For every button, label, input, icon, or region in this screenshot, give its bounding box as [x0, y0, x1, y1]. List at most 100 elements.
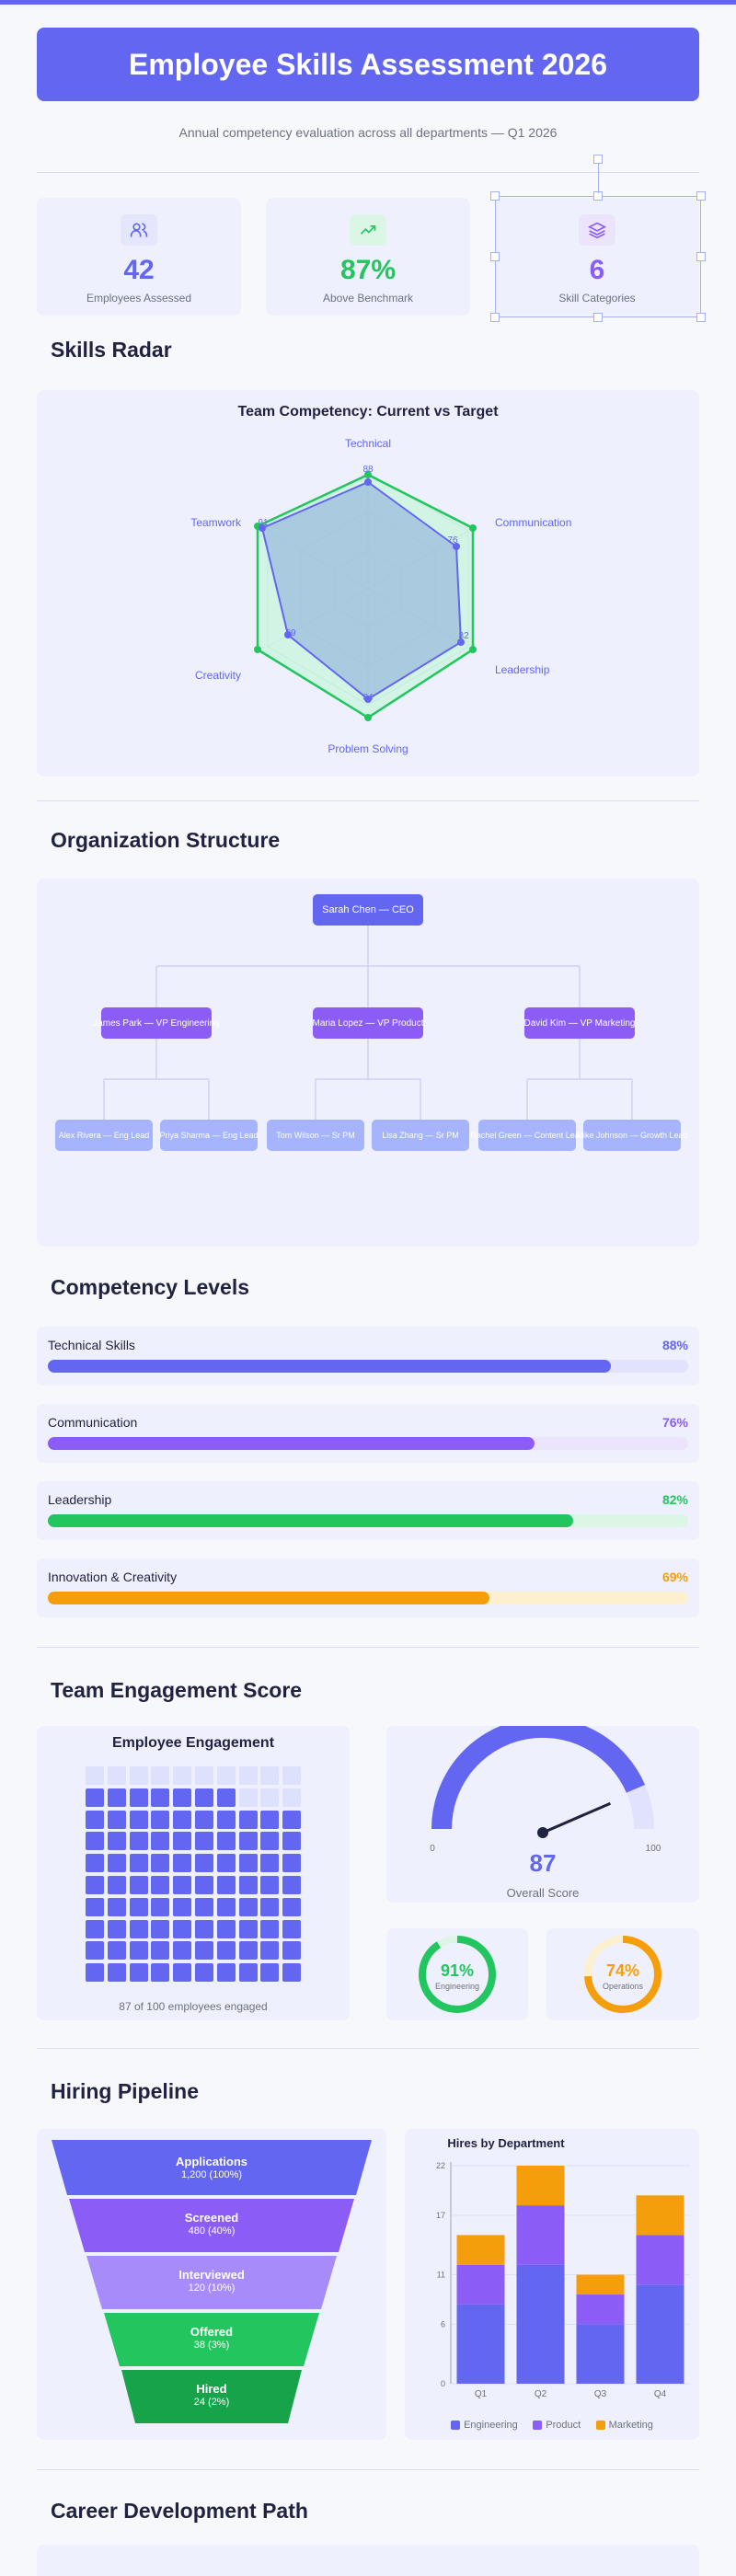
- section-title-hiring: Hiring Pipeline: [51, 2079, 200, 2103]
- waffle-cell: [173, 1832, 192, 1851]
- waffle-cell: [216, 1766, 236, 1785]
- waffle-cell: [129, 1788, 148, 1807]
- org-node-ceo[interactable]: Sarah Chen — CEO: [313, 894, 423, 926]
- section-title-engagement: Team Engagement Score: [51, 1678, 303, 1702]
- waffle-cell: [282, 1897, 302, 1916]
- waffle-cell: [260, 1854, 280, 1873]
- bar-segment-engineering[interactable]: [456, 2304, 505, 2384]
- org-node-vp[interactable]: Maria Lopez — VP Product: [313, 1007, 424, 1039]
- waffle-cell: [260, 1963, 280, 1983]
- waffle-cell: [107, 1897, 126, 1916]
- gauge-panel: 87 0 100 Overall Score: [386, 1717, 699, 1903]
- bar-segment-marketing[interactable]: [456, 2235, 505, 2265]
- org-node-lead[interactable]: Mike Johnson — Growth Lead: [576, 1120, 688, 1151]
- waffle-cell: [151, 1897, 170, 1916]
- layers-icon: [579, 214, 615, 246]
- waffle-cell: [86, 1854, 104, 1873]
- y-tick-label: 11: [437, 2271, 445, 2280]
- rotate-handle-stem: [598, 164, 599, 193]
- waffle-cell: [238, 1919, 258, 1938]
- bar-segment-engineering[interactable]: [516, 2264, 565, 2384]
- stat-card-benchmark[interactable]: 87% Above Benchmark: [266, 198, 470, 316]
- donut-fill: [419, 1936, 496, 2013]
- waffle-cell: [86, 1963, 104, 1983]
- org-node-lead[interactable]: Lisa Zhang — Sr PM: [372, 1120, 469, 1151]
- resize-handle[interactable]: [696, 191, 706, 201]
- bar-segment-product[interactable]: [576, 2294, 625, 2325]
- x-tick-label: Q4: [654, 2389, 667, 2399]
- org-node-lead[interactable]: Tom Wilson — Sr PM: [267, 1120, 364, 1151]
- org-node-vp[interactable]: James Park — VP Engineering: [93, 1007, 220, 1039]
- funnel-stage-name: Hired: [196, 2382, 227, 2396]
- competency-fill: [48, 1592, 490, 1604]
- radar-chart: Team Competency: Current vs Target: [190, 404, 571, 755]
- waffle-cell: [107, 1941, 126, 1961]
- gauge-value: 87: [530, 1849, 557, 1877]
- hires-bar-chart: Hires by Department 0 6 11 17 22 Q1 Q2 Q3 Q4: [436, 2136, 690, 2399]
- org-node-vp[interactable]: David Kim — VP Marketing: [524, 1007, 635, 1039]
- competency-row: Leadership 82%: [37, 1481, 699, 1540]
- waffle-cell: [173, 1854, 192, 1873]
- legend-item[interactable]: Engineering: [451, 2420, 518, 2431]
- org-node-lead[interactable]: Alex Rivera — Eng Lead: [55, 1120, 153, 1151]
- funnel-stage: [121, 2370, 302, 2423]
- legend-item[interactable]: Product: [533, 2420, 581, 2431]
- donut-card-engineering: 91% Engineering: [386, 1928, 528, 2020]
- waffle-cell: [86, 1919, 104, 1938]
- stat-card-employees[interactable]: 42 Employees Assessed: [37, 198, 241, 316]
- org-node-lead[interactable]: Rachel Green — Content Lead: [470, 1120, 584, 1151]
- funnel-stage: [69, 2199, 354, 2252]
- radar-point: [284, 631, 292, 638]
- funnel-stage-detail: 24 (2%): [193, 2397, 230, 2408]
- gauge-chart: 87 0 100 Overall Score: [430, 1717, 661, 1900]
- resize-handle[interactable]: [696, 313, 706, 322]
- donut-value: 74%: [606, 1961, 639, 1980]
- bar-segment-marketing[interactable]: [636, 2195, 684, 2236]
- bar-segment-marketing[interactable]: [576, 2274, 625, 2295]
- waffle-cell: [107, 1788, 126, 1807]
- waffle-cell: [107, 1876, 126, 1894]
- resize-handle[interactable]: [696, 252, 706, 261]
- resize-handle[interactable]: [490, 313, 500, 322]
- rotate-handle[interactable]: [593, 155, 603, 164]
- waffle-cell: [173, 1766, 192, 1785]
- bar-segment-product[interactable]: [456, 2264, 505, 2305]
- resize-handle[interactable]: [490, 191, 500, 201]
- donut-value: 91%: [441, 1961, 474, 1980]
- stat-value: 87%: [339, 255, 397, 285]
- radar-point: [364, 471, 372, 478]
- competency-percent: 88%: [661, 1338, 688, 1352]
- competency-track: [48, 1514, 688, 1527]
- bar-segment-product[interactable]: [636, 2235, 684, 2285]
- divider: [37, 2048, 699, 2049]
- divider: [37, 2469, 699, 2470]
- competency-track: [48, 1437, 688, 1450]
- competency-row: Communication 76%: [37, 1404, 699, 1463]
- page-title-banner: Employee Skills Assessment 2026: [37, 28, 699, 101]
- legend-item[interactable]: Marketing: [595, 2420, 653, 2431]
- waffle-cell: [216, 1832, 236, 1851]
- bar-segment-engineering[interactable]: [576, 2324, 625, 2384]
- y-tick-label: 0: [441, 2379, 445, 2388]
- competency-label: Communication: [48, 1415, 138, 1430]
- bar-segment-product[interactable]: [516, 2205, 565, 2265]
- gauge-caption: Overall Score: [507, 1886, 580, 1900]
- org-node-lead[interactable]: Priya Sharma — Eng Lead: [159, 1120, 259, 1151]
- resize-handle[interactable]: [490, 252, 500, 261]
- bar-segment-marketing[interactable]: [516, 2166, 565, 2206]
- competency-label: Innovation & Creativity: [48, 1570, 178, 1584]
- waffle-cell: [151, 1766, 170, 1785]
- top-accent-bar: [0, 0, 736, 5]
- waffle-cell: [86, 1810, 104, 1829]
- gauge-needle: [542, 1801, 611, 1834]
- radar-point: [254, 646, 261, 653]
- waffle-cell: [195, 1963, 213, 1983]
- resize-handle[interactable]: [593, 313, 603, 322]
- radar-point: [364, 696, 372, 703]
- waffle-cell: [86, 1766, 104, 1785]
- bar-segment-engineering[interactable]: [636, 2284, 684, 2384]
- waffle-cell: [216, 1854, 236, 1873]
- legend-label: Engineering: [464, 2420, 518, 2431]
- waffle-cell: [151, 1788, 170, 1807]
- stat-card-categories[interactable]: 6 Skill Categories: [495, 198, 699, 316]
